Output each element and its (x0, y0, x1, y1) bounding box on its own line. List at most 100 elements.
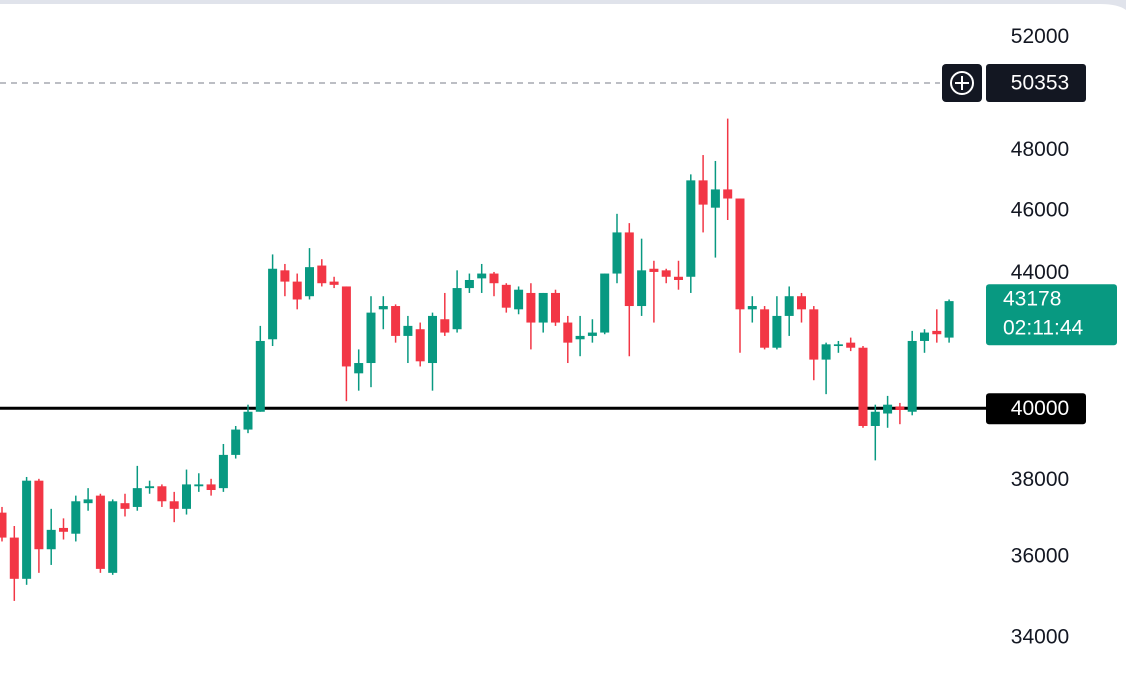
candle-body (428, 315, 437, 364)
candle-body (637, 270, 647, 307)
y-tick-label: 36000 (1011, 545, 1069, 568)
candle-body (145, 486, 155, 489)
candle-body (674, 276, 683, 280)
candle-body (797, 296, 806, 310)
candle-body (612, 232, 622, 274)
last-price-label: 43178 (1003, 288, 1061, 311)
candle-body (563, 322, 573, 343)
candle-body (71, 501, 81, 534)
candle-body (440, 319, 450, 333)
candle-body (870, 411, 880, 426)
candle-body (391, 306, 401, 336)
candle-body (182, 484, 191, 509)
candle-body (944, 301, 954, 338)
candle-body (120, 503, 130, 509)
candle-body (243, 411, 253, 430)
candle-body (723, 189, 733, 199)
candle-body (772, 315, 782, 348)
y-tick-label: 38000 (1011, 468, 1069, 491)
candle-body (895, 406, 905, 410)
candle-body (821, 344, 831, 360)
candle-body (624, 232, 634, 307)
candle-body (169, 501, 179, 509)
candle-body (784, 296, 794, 316)
candle-body (858, 347, 868, 426)
candle-body (649, 268, 659, 272)
crosshair-plus-icon (955, 76, 969, 91)
candle-body (305, 267, 314, 297)
candle-body (341, 286, 351, 367)
candle-body (157, 486, 167, 502)
candle-body (846, 342, 856, 348)
candle-body (22, 480, 32, 579)
crosshair-price-box (986, 64, 1086, 103)
candle-body (587, 332, 597, 336)
candle-body (0, 512, 7, 538)
candle-body (452, 288, 462, 330)
candle-body (378, 306, 388, 310)
candle-body (403, 325, 413, 336)
candle-body (268, 268, 278, 340)
candle-body (108, 501, 118, 573)
candle-body (760, 309, 770, 348)
candle-body (34, 480, 44, 550)
candle-body (231, 429, 241, 455)
candle-body (698, 180, 708, 205)
candle-body (83, 499, 93, 504)
candle-body (317, 265, 327, 284)
price-labels: 3400036000380004200044000460004800052000… (942, 25, 1117, 648)
y-tick-label: 44000 (1011, 261, 1069, 284)
candle-body (415, 329, 425, 362)
candle-body (907, 340, 917, 412)
last-price-box (986, 284, 1117, 346)
y-tick-label: 48000 (1011, 138, 1069, 161)
y-tick-label: 52000 (1011, 25, 1069, 48)
candle-body (833, 344, 843, 347)
crosshair-plus-icon (950, 71, 974, 96)
candle-body (575, 335, 585, 340)
candle-body (932, 330, 942, 335)
candle-body (883, 404, 893, 414)
candle-body (218, 454, 228, 489)
candle-body (710, 189, 720, 208)
candle-body (255, 340, 265, 412)
candle-body (551, 292, 560, 323)
horizontal-line-box (986, 393, 1086, 425)
y-tick-label: 46000 (1011, 198, 1069, 221)
candles (0, 118, 954, 601)
candle-body (514, 289, 524, 310)
candle-body (920, 332, 929, 341)
candle-body (526, 292, 536, 323)
candle-body (132, 488, 142, 507)
candle-body (501, 284, 511, 308)
candle-body (735, 198, 745, 310)
candle-body (538, 292, 548, 323)
crosshair-price-label: 50353 (1011, 72, 1069, 95)
candle-body (46, 529, 56, 550)
candle-body (464, 279, 474, 289)
candle-body (809, 309, 819, 360)
candle-body (95, 495, 105, 569)
candle-body (366, 312, 376, 364)
candle-body (292, 281, 302, 300)
candle-body (600, 273, 610, 333)
countdown-label: 02:11:44 (1003, 317, 1084, 340)
candle-body (9, 537, 19, 579)
grid (0, 82, 986, 410)
top-border (0, 0, 1126, 10)
candle-body (280, 270, 290, 282)
candle-body (59, 527, 68, 532)
candle-body (206, 484, 216, 491)
candle-body (354, 363, 364, 374)
candle-body (686, 180, 696, 277)
candle-body (477, 273, 487, 279)
horizontal-line-label: 40000 (1011, 397, 1069, 420)
candle-body (489, 273, 499, 284)
candle-body (747, 306, 757, 310)
candle-body (329, 281, 339, 285)
candle-body (661, 270, 671, 277)
y-tick-label: 34000 (1011, 625, 1069, 648)
